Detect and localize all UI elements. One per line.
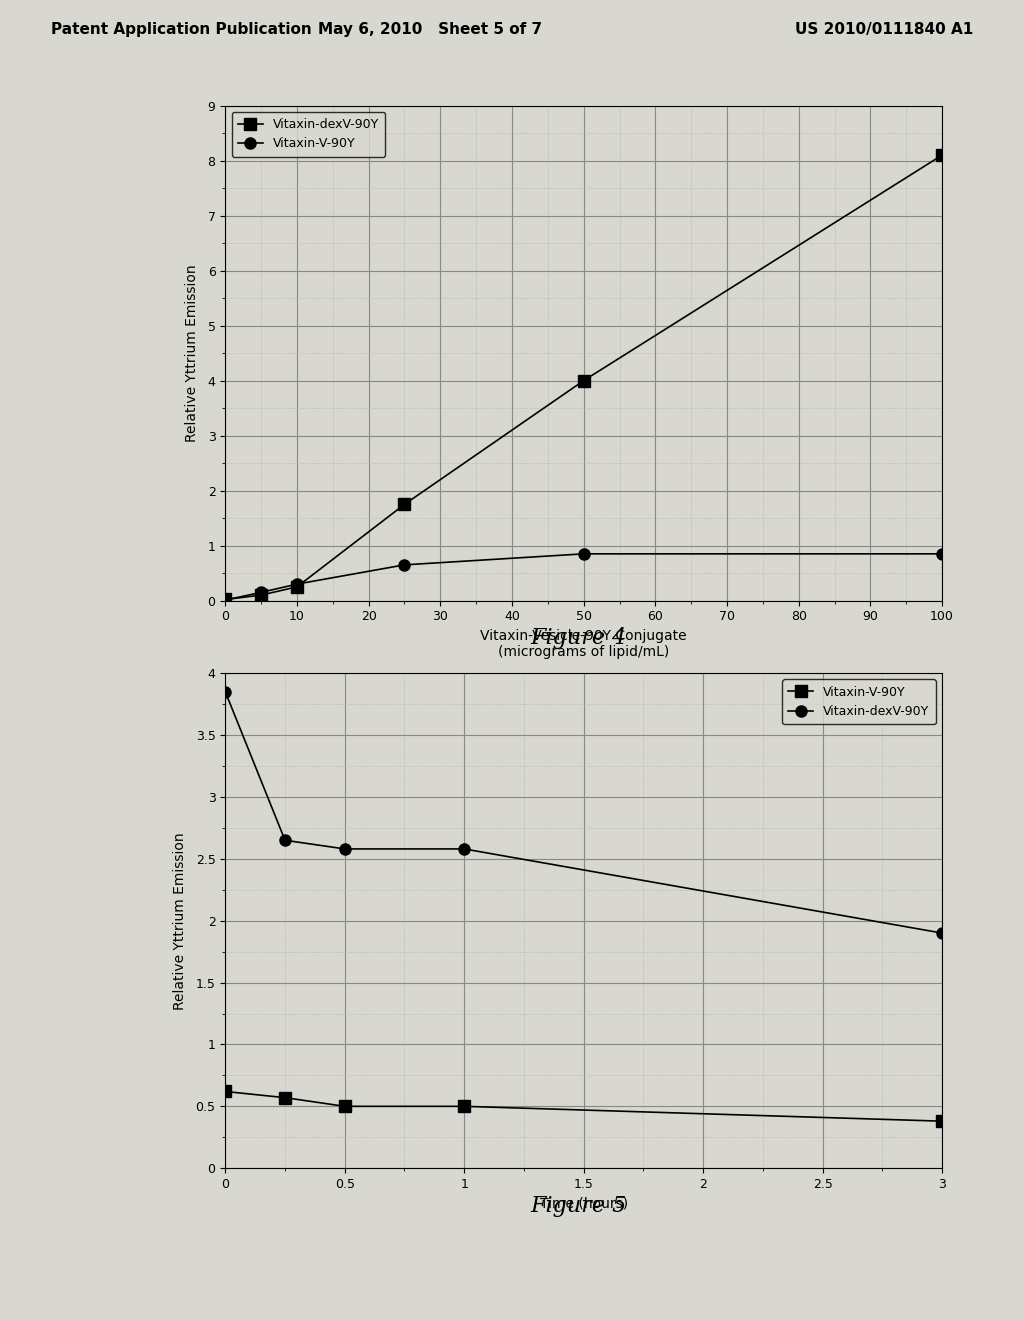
Vitaxin-dexV-90Y bbox=[398, 496, 411, 512]
Vitaxin-V-90Y bbox=[255, 585, 267, 601]
Y-axis label: Relative Yttrium Emission: Relative Yttrium Emission bbox=[185, 264, 200, 442]
Legend: Vitaxin-V-90Y, Vitaxin-dexV-90Y: Vitaxin-V-90Y, Vitaxin-dexV-90Y bbox=[782, 680, 936, 725]
Vitaxin-V-90Y bbox=[578, 546, 590, 562]
Vitaxin-dexV-90Y bbox=[936, 925, 948, 941]
Vitaxin-V-90Y bbox=[936, 546, 948, 562]
Line: Vitaxin-V-90Y: Vitaxin-V-90Y bbox=[220, 1086, 947, 1127]
Text: Patent Application Publication: Patent Application Publication bbox=[51, 22, 312, 37]
Line: Vitaxin-dexV-90Y: Vitaxin-dexV-90Y bbox=[220, 149, 947, 605]
Y-axis label: Relative Yttrium Emission: Relative Yttrium Emission bbox=[173, 832, 187, 1010]
Text: Figure 5: Figure 5 bbox=[530, 1195, 627, 1217]
Text: May 6, 2010   Sheet 5 of 7: May 6, 2010 Sheet 5 of 7 bbox=[318, 22, 542, 37]
Vitaxin-dexV-90Y bbox=[219, 684, 231, 700]
Vitaxin-V-90Y bbox=[339, 1098, 351, 1114]
Vitaxin-V-90Y bbox=[219, 593, 231, 609]
Vitaxin-V-90Y bbox=[219, 1084, 231, 1100]
Vitaxin-V-90Y bbox=[291, 576, 303, 591]
Vitaxin-V-90Y bbox=[398, 557, 411, 573]
Vitaxin-dexV-90Y bbox=[279, 833, 291, 849]
Vitaxin-dexV-90Y bbox=[219, 591, 231, 607]
Text: Figure 4: Figure 4 bbox=[530, 627, 627, 649]
Vitaxin-dexV-90Y bbox=[291, 579, 303, 595]
Vitaxin-dexV-90Y bbox=[458, 841, 470, 857]
Vitaxin-dexV-90Y bbox=[255, 587, 267, 603]
Vitaxin-V-90Y bbox=[279, 1090, 291, 1106]
Vitaxin-V-90Y bbox=[458, 1098, 470, 1114]
Text: US 2010/0111840 A1: US 2010/0111840 A1 bbox=[795, 22, 973, 37]
Legend: Vitaxin-dexV-90Y, Vitaxin-V-90Y: Vitaxin-dexV-90Y, Vitaxin-V-90Y bbox=[231, 112, 385, 157]
Vitaxin-V-90Y bbox=[936, 1113, 948, 1129]
Vitaxin-dexV-90Y bbox=[936, 147, 948, 162]
X-axis label: Vitaxin-Vesicle-90Y Conjugate
(micrograms of lipid/mL): Vitaxin-Vesicle-90Y Conjugate (microgram… bbox=[480, 628, 687, 659]
Line: Vitaxin-dexV-90Y: Vitaxin-dexV-90Y bbox=[220, 686, 947, 939]
Line: Vitaxin-V-90Y: Vitaxin-V-90Y bbox=[220, 548, 947, 606]
Vitaxin-dexV-90Y bbox=[339, 841, 351, 857]
Vitaxin-dexV-90Y bbox=[578, 372, 590, 388]
X-axis label: Time (hours): Time (hours) bbox=[540, 1196, 628, 1210]
